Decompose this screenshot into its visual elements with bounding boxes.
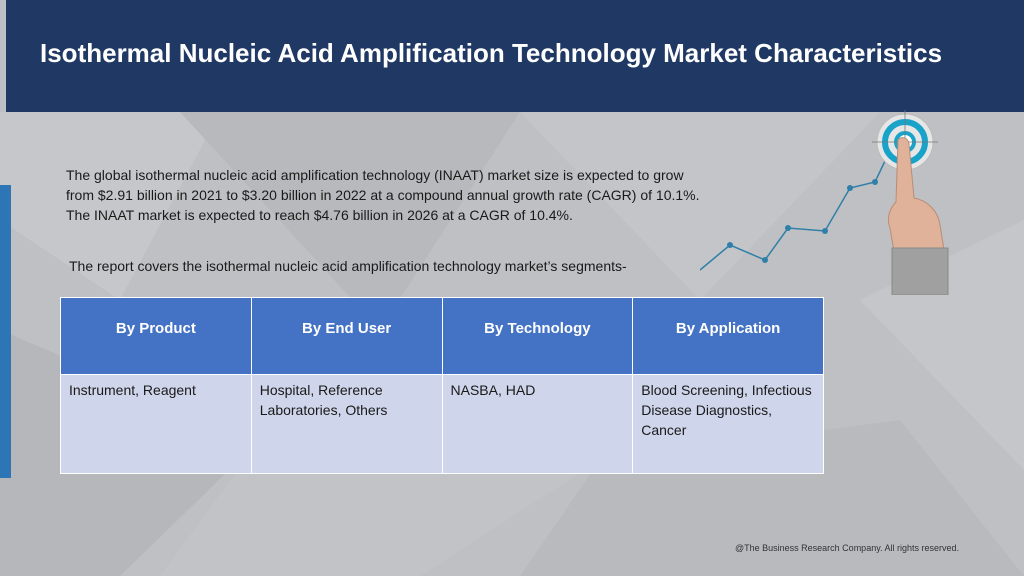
header-bar: Isothermal Nucleic Acid Amplification Te…: [6, 0, 1024, 112]
copyright-footer: @The Business Research Company. All righ…: [735, 543, 960, 553]
cell-product: Instrument, Reagent: [60, 374, 252, 474]
segments-table: By Product By End User By Technology By …: [60, 297, 824, 474]
page-title: Isothermal Nucleic Acid Amplification Te…: [40, 38, 943, 68]
header-by-end-user: By End User: [250, 297, 443, 375]
segments-intro: The report covers the isothermal nucleic…: [69, 258, 627, 274]
header-by-product: By Product: [60, 297, 252, 375]
accent-bar: [0, 185, 11, 478]
growth-line-icon: [700, 139, 896, 271]
cell-end-user: Hospital, Reference Laboratories, Others: [250, 374, 443, 474]
cell-application: Blood Screening, Infectious Disease Diag…: [632, 374, 824, 474]
header-by-technology: By Technology: [441, 297, 634, 375]
intro-paragraph: The global isothermal nucleic acid ampli…: [66, 167, 700, 223]
pointing-hand-icon: [887, 137, 949, 295]
table-header-row: By Product By End User By Technology By …: [60, 297, 824, 375]
growth-graphic: [700, 110, 949, 295]
cell-technology: NASBA, HAD: [441, 374, 634, 474]
table-row: Instrument, Reagent Hospital, Reference …: [60, 374, 824, 474]
header-by-application: By Application: [632, 297, 824, 375]
